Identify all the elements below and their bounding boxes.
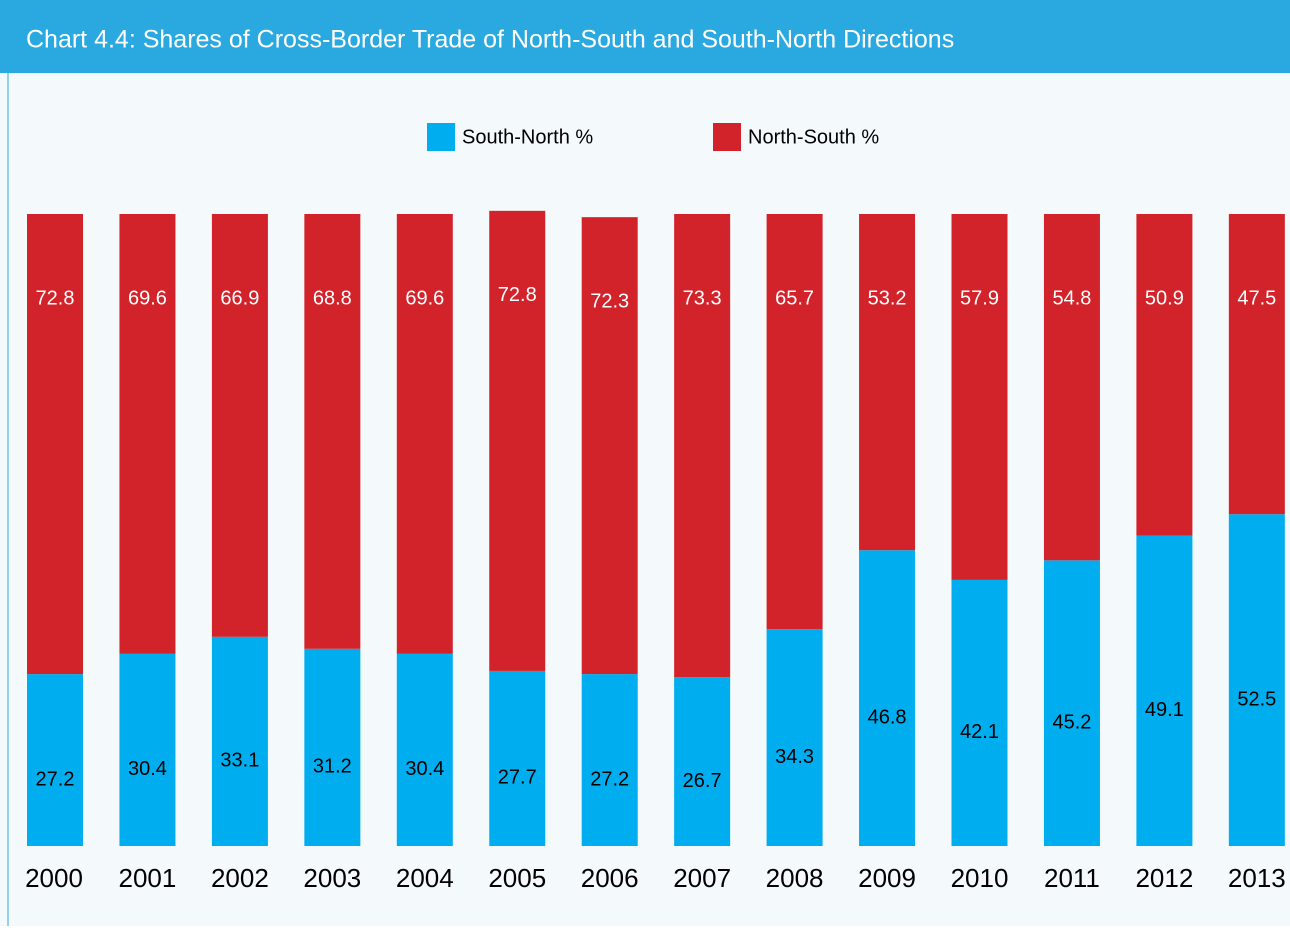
data-label: 47.5	[1237, 287, 1276, 309]
title-bar	[0, 0, 1290, 73]
data-label: 26.7	[683, 770, 722, 792]
x-tick-label: 2009	[858, 863, 916, 893]
data-label: 73.3	[683, 287, 722, 309]
data-label: 72.3	[590, 290, 629, 312]
bar-segment	[1228, 214, 1285, 515]
bar-segment	[1043, 560, 1100, 846]
x-tick-label: 2000	[25, 863, 83, 893]
data-label: 54.8	[1052, 287, 1091, 309]
x-tick-label: 2005	[488, 863, 546, 893]
data-label: 68.8	[313, 287, 352, 309]
bar-segment	[859, 214, 916, 551]
data-label: 66.9	[220, 287, 259, 309]
x-tick-label: 2006	[581, 863, 639, 893]
bar-segment	[766, 629, 823, 846]
x-tick-label: 2004	[396, 863, 454, 893]
bar-segment	[859, 550, 916, 846]
bar-segment	[396, 653, 453, 846]
bar-segment	[674, 677, 731, 846]
data-label: 33.1	[220, 750, 259, 772]
chart-title: Chart 4.4: Shares of Cross-Border Trade …	[26, 26, 954, 54]
data-label: 72.8	[498, 284, 537, 306]
data-label: 31.2	[313, 756, 352, 778]
bar-segment	[119, 653, 176, 846]
bar-segment	[951, 214, 1008, 580]
data-label: 30.4	[128, 758, 167, 780]
bar-segment	[489, 670, 546, 846]
x-tick-label: 2013	[1228, 863, 1286, 893]
data-label: 69.6	[405, 287, 444, 309]
data-label: 53.2	[868, 287, 907, 309]
data-label: 27.2	[36, 768, 75, 790]
legend-swatch	[427, 123, 455, 151]
data-label: 72.8	[36, 287, 75, 309]
bar-segment	[211, 214, 268, 637]
x-tick-label: 2002	[211, 863, 269, 893]
bar-segment	[1228, 514, 1285, 846]
bar-segment	[674, 214, 731, 678]
bar-segment	[1136, 214, 1193, 536]
data-label: 69.6	[128, 287, 167, 309]
legend-swatch	[713, 123, 741, 151]
bar-segment	[304, 648, 361, 846]
x-tick-label: 2012	[1135, 863, 1193, 893]
x-tick-label: 2007	[673, 863, 731, 893]
bar-segment	[211, 636, 268, 846]
bar-segment	[27, 674, 83, 846]
bar-segment	[581, 674, 638, 846]
bar-segment	[27, 214, 83, 675]
legend-label: South-North %	[462, 126, 593, 148]
bar-segment	[951, 579, 1008, 846]
bar-segment	[1043, 214, 1100, 561]
data-label: 42.1	[960, 721, 999, 743]
x-tick-label: 2010	[951, 863, 1009, 893]
bar-segment	[1136, 535, 1193, 846]
bar-segment	[581, 217, 638, 675]
data-label: 65.7	[775, 287, 814, 309]
data-label: 57.9	[960, 287, 999, 309]
data-label: 50.9	[1145, 287, 1184, 309]
data-label: 27.7	[498, 767, 537, 789]
data-label: 27.2	[590, 768, 629, 790]
x-tick-label: 2008	[766, 863, 824, 893]
data-label: 34.3	[775, 746, 814, 768]
bar-segment	[304, 214, 361, 649]
bar-segment	[766, 214, 823, 630]
bar-segment	[489, 210, 546, 671]
bar-segment	[396, 214, 453, 654]
x-tick-label: 2003	[303, 863, 361, 893]
x-tick-label: 2011	[1044, 863, 1100, 893]
data-label: 49.1	[1145, 699, 1184, 721]
data-label: 45.2	[1052, 711, 1091, 733]
data-label: 30.4	[405, 758, 444, 780]
legend-label: North-South %	[748, 126, 879, 148]
x-tick-label: 2001	[119, 863, 177, 893]
data-label: 52.5	[1237, 688, 1276, 710]
data-label: 46.8	[868, 706, 907, 728]
bar-segment	[119, 214, 176, 654]
